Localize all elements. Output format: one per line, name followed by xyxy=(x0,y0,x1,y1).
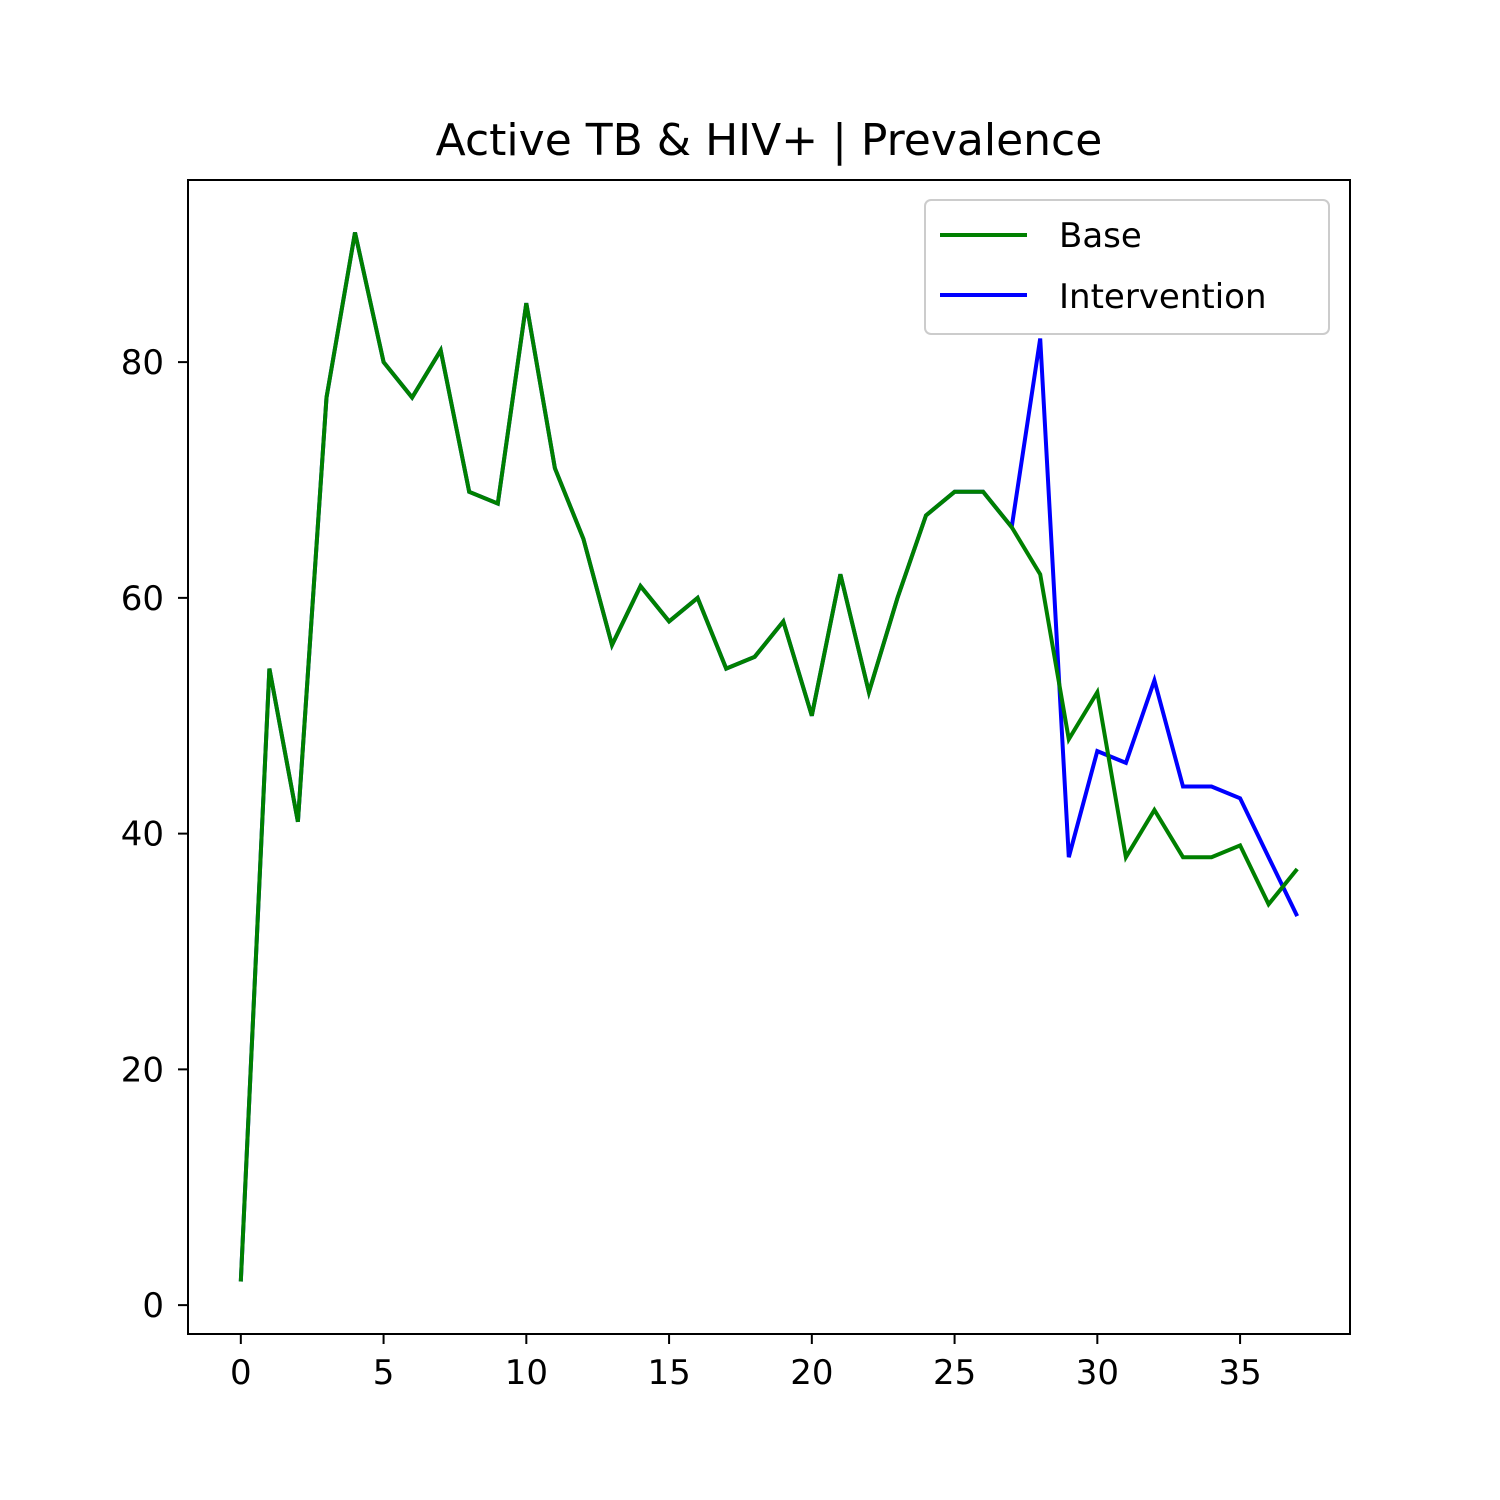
axes-frame xyxy=(187,179,1351,1335)
x-tick-label: 10 xyxy=(505,1353,548,1393)
x-axis: 0 5 10 15 20 25 30 35 xyxy=(230,1334,1262,1393)
x-tick-label: 25 xyxy=(933,1353,976,1393)
legend: Base Intervention xyxy=(924,199,1330,335)
x-tick-label: 15 xyxy=(647,1353,690,1393)
y-tick-label: 80 xyxy=(121,343,164,383)
chart-title: Active TB & HIV+ | Prevalence xyxy=(436,115,1103,166)
x-tick-label: 0 xyxy=(230,1353,252,1393)
x-tick-label: 30 xyxy=(1076,1353,1119,1393)
legend-label-base: Base xyxy=(1059,216,1142,256)
x-tick-label: 5 xyxy=(373,1353,395,1393)
series-line-base xyxy=(238,232,1299,1282)
y-axis: 0 20 40 60 80 xyxy=(121,343,188,1326)
x-tick-label: 20 xyxy=(790,1353,833,1393)
plot-area xyxy=(238,232,1299,1282)
y-tick-label: 40 xyxy=(121,815,164,855)
legend-label-intervention: Intervention xyxy=(1059,277,1267,317)
y-tick-label: 60 xyxy=(121,579,164,619)
x-tick-label: 35 xyxy=(1218,1353,1261,1393)
y-tick-label: 0 xyxy=(142,1286,164,1326)
y-tick-label: 20 xyxy=(121,1050,164,1090)
